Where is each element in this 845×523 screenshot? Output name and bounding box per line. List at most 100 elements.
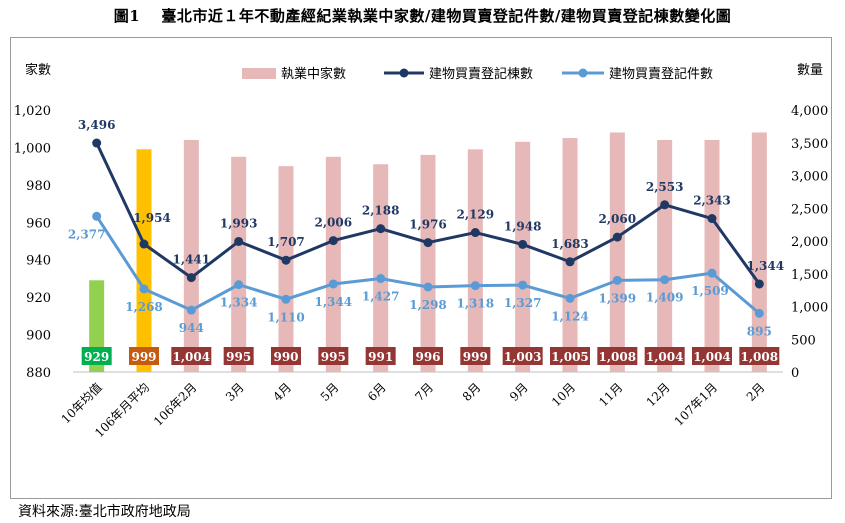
buildings-label: 1,707 [267, 235, 305, 249]
buildings-point [186, 273, 196, 283]
count-bar-label-box [223, 347, 254, 365]
buildings-point [612, 232, 622, 242]
cases-label: 1,509 [691, 284, 729, 298]
right-tick-label: 0 [791, 366, 799, 381]
count-bar [231, 156, 247, 372]
cases-label: 1,427 [362, 290, 400, 304]
right-tick-label: 2,500 [791, 202, 828, 217]
category-label: 5月 [318, 380, 342, 404]
cases-label: 895 [747, 324, 772, 338]
category-label: 10月 [549, 380, 578, 409]
left-tick-label: 920 [26, 291, 51, 306]
buildings-label: 3,496 [78, 118, 116, 132]
cases-point [518, 280, 528, 290]
cases-label: 1,334 [220, 296, 258, 310]
count-bar-label-box [81, 347, 112, 365]
category-label: 6月 [365, 380, 389, 404]
cases-point [186, 305, 196, 315]
count-bar-label: 929 [84, 350, 109, 364]
count-bar-label-box [739, 347, 780, 365]
cases-label: 1,327 [504, 296, 542, 310]
count-bar-label: 999 [131, 350, 156, 364]
right-tick-label: 2,000 [791, 235, 828, 250]
category-label: 2月 [744, 380, 768, 404]
buildings-label: 1,976 [409, 218, 447, 232]
count-bar [704, 139, 720, 372]
cases-point [565, 293, 575, 303]
category-label: 9月 [507, 380, 531, 404]
left-tick-label: 960 [26, 216, 51, 231]
cases-point [754, 308, 764, 318]
left-tick-label: 1,000 [14, 141, 51, 156]
count-bar-label-box [644, 347, 685, 365]
count-bar-label: 999 [463, 350, 488, 364]
count-bar-label-box [271, 347, 301, 365]
right-tick-label: 500 [791, 333, 816, 348]
count-bar [278, 166, 294, 372]
buildings-label: 1,344 [747, 259, 785, 273]
count-bar [136, 149, 152, 372]
count-bar [420, 154, 436, 372]
buildings-point [660, 200, 670, 210]
count-bar-label-box [129, 347, 159, 365]
cases-point [139, 284, 149, 294]
cases-label: 1,399 [599, 291, 637, 305]
count-bar [325, 156, 341, 372]
category-label: 11月 [596, 380, 625, 409]
buildings-label: 1,993 [220, 216, 258, 230]
buildings-label: 2,129 [457, 208, 495, 222]
cases-label: 1,298 [409, 298, 447, 312]
legend-label-buildings: 建物買賣登記棟數 [429, 66, 533, 82]
count-bar-label-box [597, 347, 638, 365]
count-bar-label: 995 [226, 350, 251, 364]
legend-label-cases: 建物買賣登記件數 [609, 66, 713, 82]
count-bar-label: 1,008 [741, 350, 779, 364]
category-label: 12月 [644, 380, 673, 409]
cases-point [281, 294, 291, 304]
chart-frame: 執業中家數 建物買賣登記棟數 建物買賣登記件數 家數 數量 880 900 920 940 96… [10, 37, 832, 499]
cases-point [612, 275, 622, 285]
legend-swatch-count [242, 68, 276, 79]
count-bar [183, 139, 199, 372]
buildings-label: 2,553 [646, 180, 684, 194]
buildings-point [281, 255, 291, 265]
buildings-point [234, 236, 244, 246]
count-bar-label: 1,003 [504, 350, 542, 364]
cases-label: 1,318 [457, 297, 495, 311]
count-bar-label-box [550, 347, 590, 365]
buildings-label: 1,948 [504, 219, 542, 233]
cases-point [328, 279, 338, 289]
category-label: 7月 [412, 380, 436, 404]
count-bar-label-box [171, 347, 212, 365]
category-label: 4月 [270, 380, 294, 404]
count-bar-label: 1,004 [173, 350, 211, 364]
cases-label: 2,377 [68, 227, 106, 241]
buildings-point [707, 214, 717, 224]
cases-label: 1,409 [646, 291, 684, 305]
cases-point [470, 281, 480, 291]
chart: 執業中家數 建物買賣登記棟數 建物買賣登記件數 家數 數量 880 900 920 940 96… [14, 62, 828, 440]
category-label: 3月 [223, 380, 247, 404]
left-axis-title: 家數 [25, 62, 51, 78]
cases-point [92, 211, 102, 221]
count-bar-label: 991 [368, 350, 393, 364]
right-tick-label: 4,000 [791, 104, 828, 119]
category-label: 106年2月 [151, 380, 199, 428]
buildings-label: 2,060 [599, 212, 637, 226]
cases-label: 1,124 [551, 309, 589, 323]
cases-label: 1,110 [267, 310, 305, 324]
cases-point [707, 268, 717, 278]
left-tick-label: 1,020 [14, 104, 51, 119]
count-bar-label-box [692, 347, 732, 365]
cases-label: 944 [179, 321, 204, 335]
buildings-label: 2,188 [362, 204, 400, 218]
right-tick-label: 1,000 [791, 301, 828, 316]
count-bar-label: 1,008 [599, 350, 637, 364]
count-bar-label: 1,004 [646, 350, 684, 364]
cases-point [234, 280, 244, 290]
left-tick-label: 880 [26, 366, 51, 381]
buildings-label: 2,343 [693, 194, 731, 208]
bars-layer [89, 132, 767, 372]
buildings-point [565, 257, 575, 267]
legend-label-count: 執業中家數 [281, 66, 346, 82]
